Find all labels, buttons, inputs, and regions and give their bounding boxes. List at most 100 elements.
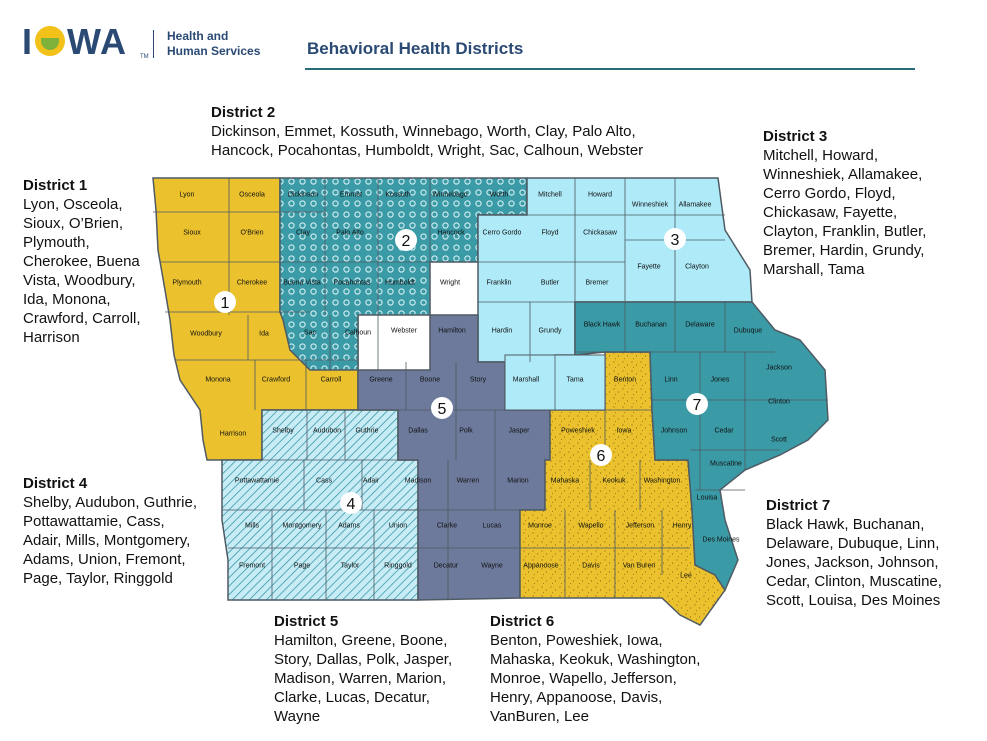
county-label: Louisa	[697, 495, 718, 502]
county-label: Pottawattamie	[235, 478, 279, 485]
county-label: Boone	[420, 377, 440, 384]
county-label: Butler	[541, 280, 560, 287]
county-label: Cass	[316, 478, 332, 485]
legend-title: District 1	[23, 177, 88, 194]
legend-district-4: District 4 Shelby, Audubon, Guthrie, Pot…	[23, 474, 203, 588]
county-label: Wright	[440, 280, 460, 287]
county-label: Jones	[711, 377, 730, 384]
county-label: Chickasaw	[583, 230, 618, 237]
county-label: Adams	[338, 523, 360, 530]
legend-counties: Shelby, Audubon, Guthrie, Pottawattamie,…	[23, 494, 198, 587]
logo-separator	[153, 30, 154, 58]
county-label: Jefferson	[626, 523, 655, 530]
county-label: Clarke	[437, 523, 457, 530]
legend-counties: Benton, Poweshiek, Iowa, Mahaska, Keokuk…	[490, 632, 701, 725]
county-label: Lucas	[483, 523, 502, 530]
county-label: Floyd	[541, 230, 558, 237]
county-label: Fayette	[637, 264, 660, 271]
county-label: Henry	[673, 523, 692, 530]
legend-counties: Hamilton, Greene, Boone, Story, Dallas, …	[274, 632, 453, 725]
page-header: I WA TM Health and Human Services Behavio…	[0, 0, 987, 75]
county-label: Howard	[588, 192, 612, 199]
county-label: Tama	[566, 377, 583, 384]
county-label: Cedar	[714, 428, 734, 435]
county-label: Humboldt	[385, 280, 415, 287]
legend-district-7: District 7 Black Hawk, Buchanan, Delawar…	[766, 496, 966, 610]
county-label: Winnebago	[432, 192, 468, 199]
district-number-label: 2	[402, 233, 411, 250]
county-label: Bremer	[586, 280, 610, 287]
county-label: Crawford	[262, 377, 291, 384]
county-label: Appanoose	[523, 563, 559, 570]
district-number-circle	[395, 229, 417, 251]
district-number-marker: 6	[590, 444, 612, 466]
sun-logo-icon	[35, 26, 66, 56]
county-label: Emmet	[340, 192, 362, 199]
county-label: Johnson	[661, 428, 688, 435]
county-label: Wapello	[578, 523, 603, 530]
county-label: Wayne	[481, 563, 503, 570]
legend-counties: Black Hawk, Buchanan, Delaware, Dubuque,…	[766, 516, 942, 609]
district-number-label: 5	[438, 401, 447, 418]
county-label: Taylor	[341, 563, 360, 570]
legend-district-3: District 3 Mitchell, Howard, Winneshiek,…	[763, 127, 948, 279]
county-label: Buchanan	[635, 322, 667, 329]
legend-counties: Dickinson, Emmet, Kossuth, Winnebago, Wo…	[211, 123, 644, 159]
county-label: Guthrie	[356, 428, 379, 435]
county-label: Page	[294, 563, 310, 570]
legend-title: District 6	[490, 613, 555, 630]
county-label: Mitchell	[538, 192, 562, 199]
district-number-circle	[214, 291, 236, 313]
county-label: Marion	[507, 478, 529, 485]
district-number-marker: 4	[340, 492, 362, 514]
county-label: Shelby	[272, 428, 294, 435]
county-label: Keokuk	[602, 478, 626, 485]
county-label: Fremont	[239, 563, 265, 570]
county-label: Hardin	[492, 328, 513, 335]
county-label: Monona	[205, 377, 230, 384]
district-number-circle	[664, 228, 686, 250]
county-label: Lee	[680, 573, 692, 580]
county-label: Poweshiek	[561, 428, 595, 435]
county-label: Linn	[664, 377, 677, 384]
county-label: Davis	[582, 563, 600, 570]
legend-title: District 2	[211, 104, 276, 121]
county-label: Dickinson	[288, 192, 318, 199]
county-label: Greene	[369, 377, 392, 384]
county-label: Black Hawk	[584, 322, 621, 329]
legend-counties: Mitchell, Howard, Winneshiek, Allamakee,…	[763, 147, 927, 278]
county-label: Grundy	[539, 328, 562, 335]
title-underline	[305, 68, 915, 70]
county-label: Ringgold	[384, 563, 412, 570]
district-number-circle	[686, 393, 708, 415]
district-markers: 1 2 3 4 5 6 7	[214, 228, 708, 514]
county-label: Marshall	[513, 377, 540, 384]
legend-district-6: District 6 Benton, Poweshiek, Iowa, Maha…	[490, 612, 720, 726]
county-label: Jackson	[766, 365, 792, 372]
county-label: Polk	[459, 428, 473, 435]
district-number-label: 6	[597, 448, 606, 465]
county-label: Dubuque	[734, 328, 763, 335]
district-number-marker: 7	[686, 393, 708, 415]
county-label: Dallas	[408, 428, 428, 435]
district-number-marker: 3	[664, 228, 686, 250]
department-name: Health and Human Services	[167, 29, 261, 58]
county-label: Adair	[363, 478, 380, 485]
county-label: Winneshiek	[632, 202, 669, 209]
district-number-label: 7	[693, 397, 702, 414]
district-number-circle	[590, 444, 612, 466]
county-label: Hamilton	[438, 328, 466, 335]
legend-district-1: District 1 Lyon, Osceola, Sioux, O’Brien…	[23, 176, 148, 347]
county-label: Van Buren	[623, 563, 656, 570]
county-label: Mahaska	[551, 478, 580, 485]
county-label: Cerro Gordo	[483, 230, 522, 237]
county-label: O'Brien	[240, 230, 263, 237]
county-label: Audubon	[313, 428, 341, 435]
district-number-label: 4	[347, 496, 356, 513]
legend-title: District 4	[23, 475, 88, 492]
iowa-logo: I WA	[22, 21, 128, 62]
county-label: Monroe	[528, 523, 552, 530]
page-title: Behavioral Health Districts	[307, 39, 524, 58]
county-label: Clinton	[768, 399, 790, 406]
county-label: Benton	[614, 377, 636, 384]
